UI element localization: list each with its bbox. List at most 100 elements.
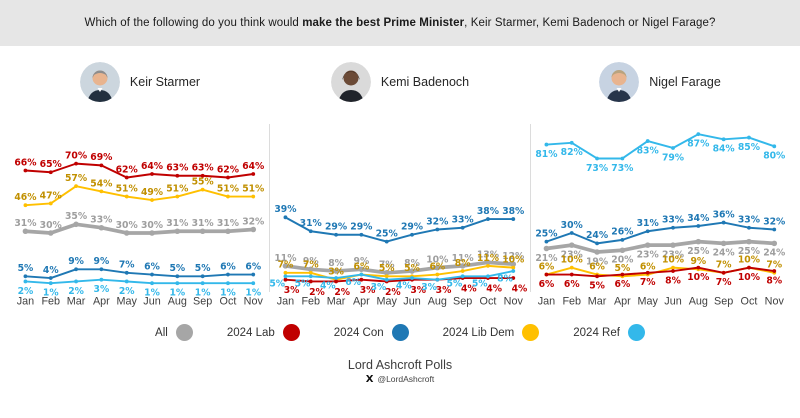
header-nigel-farage: Nigel Farage (530, 58, 790, 106)
svg-text:25%: 25% (535, 228, 557, 239)
svg-text:5%: 5% (379, 263, 395, 274)
svg-text:65%: 65% (40, 159, 62, 170)
svg-text:38%: 38% (503, 206, 525, 217)
svg-text:51%: 51% (217, 183, 239, 194)
svg-text:84%: 84% (712, 144, 734, 155)
svg-text:5%: 5% (447, 279, 463, 290)
svg-text:1%: 1% (195, 288, 211, 299)
svg-text:Apr: Apr (353, 295, 370, 307)
svg-text:6%: 6% (220, 261, 236, 272)
svg-text:5%: 5% (195, 263, 211, 274)
svg-text:2%: 2% (68, 286, 84, 297)
svg-text:30%: 30% (141, 220, 163, 231)
legend-color-dot (391, 324, 409, 342)
twitter-handle: @LordAshcroft (377, 374, 435, 385)
svg-text:3%: 3% (284, 285, 300, 296)
svg-text:4%: 4% (512, 283, 528, 294)
svg-text:10%: 10% (427, 255, 449, 266)
svg-text:6%: 6% (614, 279, 630, 290)
svg-text:80%: 80% (763, 151, 785, 162)
svg-text:11%: 11% (452, 253, 474, 264)
panel-divider (529, 124, 531, 292)
svg-text:Jan: Jan (537, 295, 554, 307)
svg-text:7%: 7% (639, 277, 655, 288)
svg-text:10%: 10% (662, 255, 684, 266)
svg-text:3%: 3% (411, 285, 427, 296)
svg-text:26%: 26% (611, 227, 633, 238)
svg-text:9%: 9% (68, 256, 84, 267)
svg-text:6%: 6% (245, 261, 261, 272)
svg-text:20%: 20% (611, 255, 633, 266)
svg-text:3%: 3% (371, 282, 387, 293)
svg-text:73%: 73% (586, 163, 608, 174)
question-title-bold: make the best Prime Minister (302, 17, 465, 29)
svg-text:9%: 9% (303, 256, 319, 267)
svg-text:12%: 12% (503, 251, 525, 262)
svg-text:25%: 25% (738, 246, 760, 257)
svg-text:7%: 7% (715, 277, 731, 288)
svg-text:29%: 29% (401, 222, 423, 233)
svg-text:57%: 57% (65, 173, 87, 184)
svg-text:Mar: Mar (327, 295, 346, 307)
candidate-headers: Keir Starmer Kemi Badenoch (0, 58, 800, 106)
charts-row: 31% 30% 35% 33% 30% 30% 31% 31% 31% 32% 46% 47% 57% 5… (0, 106, 800, 310)
svg-text:Feb: Feb (562, 295, 581, 307)
svg-text:6%: 6% (538, 279, 554, 290)
legend-item-2024-lab: 2024 Lab (227, 324, 300, 342)
chart-panel-kemi-badenoch: 11% 9% 8% 9% 7% 8% 10% 11% 13% 12% 7% 7% 3% 6% 5% 5% 6% 8… (270, 110, 529, 310)
svg-text:31%: 31% (217, 218, 239, 229)
svg-text:39%: 39% (275, 204, 297, 215)
svg-text:3%: 3% (360, 285, 376, 296)
svg-text:23%: 23% (636, 249, 658, 260)
svg-text:30%: 30% (40, 220, 62, 231)
svg-text:4%: 4% (487, 283, 503, 294)
svg-text:51%: 51% (116, 183, 138, 194)
svg-text:4%: 4% (43, 265, 59, 276)
svg-text:10%: 10% (503, 255, 525, 266)
svg-text:10%: 10% (687, 272, 709, 283)
svg-text:4%: 4% (461, 283, 477, 294)
header-keir-starmer: Keir Starmer (10, 58, 270, 106)
svg-text:19%: 19% (586, 256, 608, 267)
svg-text:9%: 9% (94, 256, 110, 267)
svg-text:36%: 36% (712, 209, 734, 220)
svg-text:Sep: Sep (714, 295, 733, 307)
svg-text:4%: 4% (320, 280, 336, 291)
svg-text:55%: 55% (192, 177, 214, 188)
svg-text:54%: 54% (90, 178, 112, 189)
person-avatar-icon (79, 62, 120, 102)
svg-text:Jan: Jan (277, 295, 294, 307)
svg-text:Apr: Apr (93, 295, 110, 307)
svg-text:47%: 47% (40, 190, 62, 201)
legend-label: 2024 Ref (573, 326, 620, 339)
svg-text:31%: 31% (166, 218, 188, 229)
svg-text:Jun: Jun (664, 295, 681, 307)
svg-text:May: May (637, 295, 658, 307)
panel-divider (269, 124, 271, 292)
svg-text:5%: 5% (18, 263, 34, 274)
svg-text:3%: 3% (422, 282, 438, 293)
svg-text:46%: 46% (14, 192, 36, 203)
svg-text:81%: 81% (535, 149, 557, 160)
candidate-name: Keir Starmer (129, 75, 201, 89)
svg-text:32%: 32% (763, 216, 785, 227)
legend-item-2024-ref: 2024 Ref (573, 324, 645, 342)
svg-text:73%: 73% (611, 163, 633, 174)
person-avatar-icon (599, 62, 640, 102)
chart-canvas-keir-starmer: 31% 30%35% 33% 30% 30% 31% 31% 31% 32%46% 47%57% 5… (14, 150, 264, 307)
legend-color-dot (175, 324, 193, 342)
chart-canvas-nigel-farage: 21% 23%19% 20% 23% 23% 25% 24% 25% 24%6%10%6% 5% 6… (535, 132, 785, 307)
svg-text:69%: 69% (90, 152, 112, 163)
svg-text:11%: 11% (477, 253, 499, 264)
svg-text:34%: 34% (687, 213, 709, 224)
svg-text:2%: 2% (18, 286, 34, 297)
svg-text:9%: 9% (354, 256, 370, 267)
svg-text:1%: 1% (245, 288, 261, 299)
svg-text:85%: 85% (738, 142, 760, 153)
svg-text:31%: 31% (14, 218, 36, 229)
svg-text:3%: 3% (94, 284, 110, 295)
question-title-suffix: , Keir Starmer, Kemi Badenoch or Nigel F… (464, 17, 716, 29)
svg-text:10%: 10% (738, 255, 760, 266)
legend-label: 2024 Con (333, 326, 384, 339)
keir-starmer-photo (79, 62, 120, 102)
